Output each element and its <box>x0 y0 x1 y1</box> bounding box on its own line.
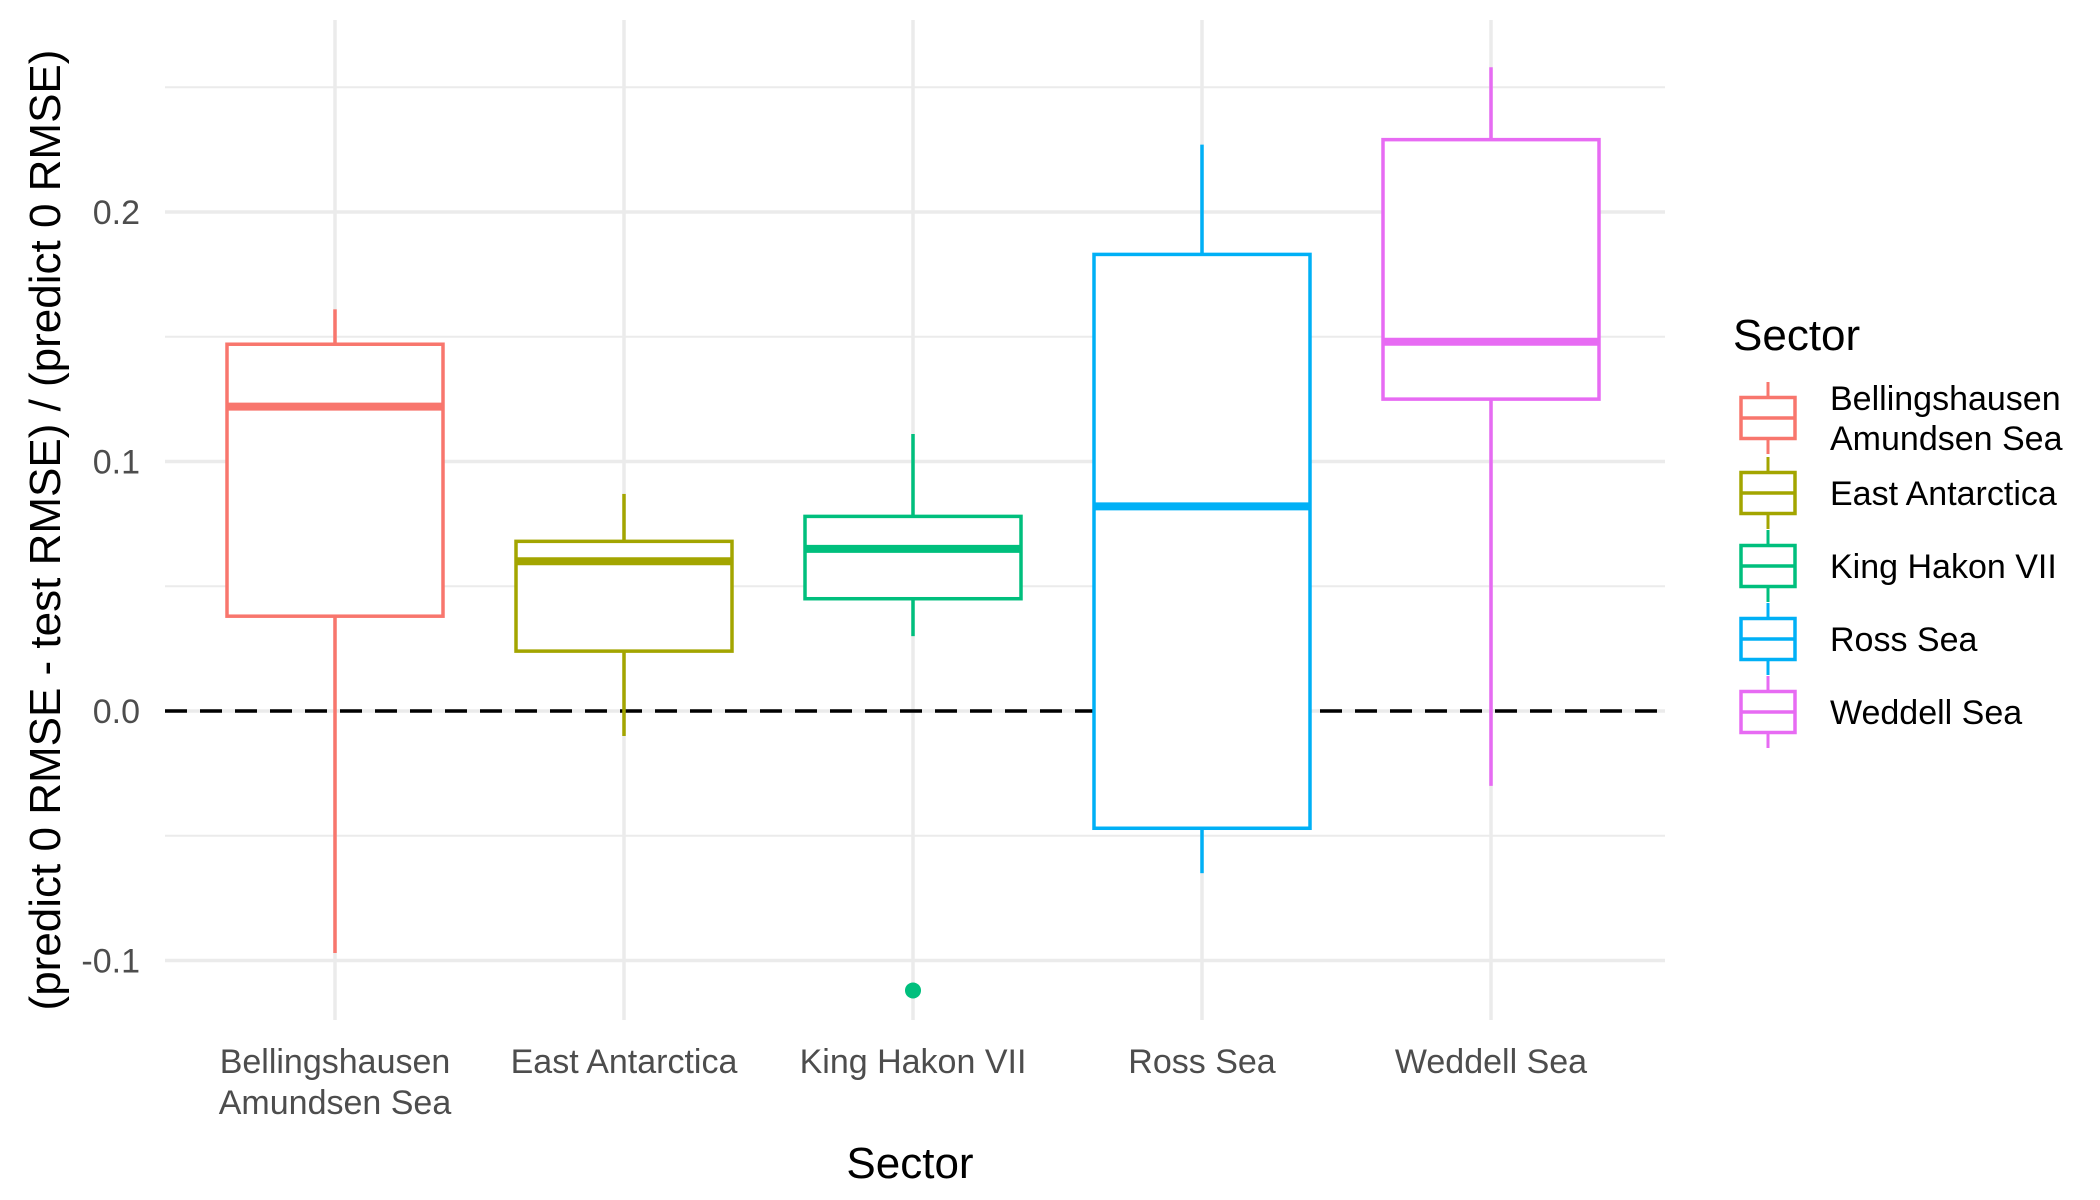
legend-item-3: Ross Sea <box>1739 603 1977 675</box>
box-1 <box>514 493 734 736</box>
boxes-layer <box>225 67 1601 999</box>
y-tick-label: -0.1 <box>81 943 140 981</box>
legend-item-4: Weddell Sea <box>1739 676 2022 748</box>
legend-label: Amundsen Sea <box>1830 420 2063 458</box>
legend-label: Weddell Sea <box>1830 694 2022 732</box>
x-tick-label: East Antarctica <box>511 1043 738 1081</box>
legend-item-2: King Hakon VII <box>1739 530 2057 602</box>
box-0 <box>225 309 445 954</box>
legend-label: Bellingshausen <box>1830 380 2061 418</box>
x-tick-label: Weddell Sea <box>1395 1043 1587 1081</box>
iqr-box <box>803 514 1023 601</box>
legend-label: King Hakon VII <box>1830 548 2057 586</box>
box-2 <box>803 434 1023 999</box>
x-tick-label: King Hakon VII <box>800 1043 1027 1081</box>
iqr-box <box>1092 252 1312 831</box>
y-tick-label: 0.0 <box>93 693 140 731</box>
x-tick-label: Amundsen Sea <box>219 1084 452 1122</box>
iqr-box <box>225 342 445 618</box>
x-axis-title: Sector <box>846 1139 973 1188</box>
x-tick-label: Bellingshausen <box>220 1043 451 1081</box>
iqr-box <box>1381 137 1601 401</box>
legend-title: Sector <box>1733 311 1860 360</box>
box-4 <box>1381 67 1601 786</box>
legend-label: East Antarctica <box>1830 475 2057 513</box>
legend-item-1: East Antarctica <box>1739 457 2057 529</box>
y-axis-title: (predict 0 RMSE - test RMSE) / (predict … <box>21 50 70 1011</box>
box-3 <box>1092 144 1312 874</box>
legend-label: Ross Sea <box>1830 621 1977 659</box>
y-tick-label: 0.1 <box>93 444 140 482</box>
y-tick-labels: -0.1 0.0 0.1 0.2 <box>81 194 140 981</box>
outlier-point <box>905 982 921 999</box>
y-tick-label: 0.2 <box>93 194 140 232</box>
x-tick-label: Ross Sea <box>1128 1043 1275 1081</box>
